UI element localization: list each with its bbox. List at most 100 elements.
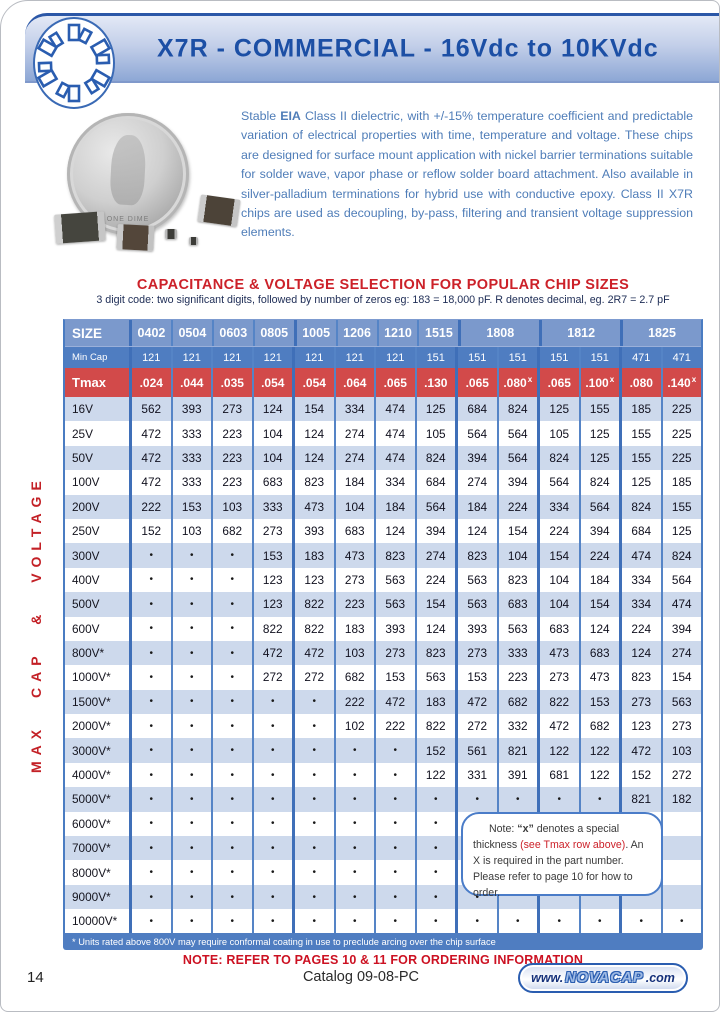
row-label: 3000V* [72,743,111,758]
cap-code-cell: • [333,762,375,788]
cap-code-cell: • [129,762,171,788]
cap-code-cell: • [251,836,293,861]
tmax-cell: .080 [619,368,661,397]
cap-code-cell: 273 [211,397,252,422]
voltage-row-600V: 600V • • • 822 822 183 393 124 393 563 683 124 224 394 [65,616,702,641]
capacitor-chip-image [116,224,155,251]
cap-code-cell: 394 [660,616,702,641]
cap-code-cell: 822 [251,616,293,641]
row-label: 6000V* [72,816,111,831]
cap-code-cell: • [129,860,171,885]
cap-code-cell: • [170,860,212,885]
cap-code-cell: 122 [414,762,456,788]
cap-code-cell: 124 [251,397,293,422]
tmax-row: Tmax .024.044.035.054.054.064.065.130.065… [65,368,701,397]
cap-code-cell: 122 [578,738,620,763]
cap-code-cell: 124 [455,518,497,544]
min-cap-cell: 151 [414,347,456,368]
cap-code-cell: • [170,762,212,788]
cap-code-cell: 823 [496,567,538,593]
cap-code-cell: • [292,811,334,837]
cap-code-cell: • [292,909,334,934]
cap-code-cell: 225 [660,445,702,471]
cap-code-cell: • [374,836,415,861]
tmax-cell: .080 x [496,368,538,397]
voltage-row-16V: 16V 562 393 273 124 154 334 474 125 684 824 125 155 1… [65,397,701,422]
cap-code-cell: 474 [374,445,415,471]
cap-code-cell: 154 [537,543,579,568]
cap-code-cell: 125 [619,470,661,495]
cap-code-cell: • [211,689,252,715]
tmax-cell: .140 x [660,368,702,397]
voltage-row-100V: 100V 472 333 223 683 823 184 334 684 274 394 564 824… [65,470,701,495]
cap-code-cell: 682 [496,689,538,715]
voltage-row-250V: 250V 152 103 682 273 393 683 124 394 124 154 224 394… [65,518,701,544]
cap-code-cell: 125 [414,397,456,422]
cap-code-cell: 563 [660,689,702,715]
col-header-0402: 0402 [129,320,171,346]
cap-code-cell: 155 [619,421,661,446]
cap-code-cell: 472 [251,640,293,666]
cap-code-cell: • [414,909,456,934]
tmax-cell: .065 [374,368,415,397]
cap-code-cell: 473 [578,665,620,690]
cap-code-cell: 333 [496,640,538,666]
cap-code-cell: • [333,787,375,812]
cap-code-cell: • [374,787,415,812]
cap-code-cell: • [129,884,171,910]
cap-code-cell: • [129,567,171,593]
row-label: 600V [72,621,100,636]
cap-code-cell: 334 [333,397,375,422]
cap-code-cell: 823 [619,665,661,690]
cap-code-cell: 224 [496,494,538,519]
cap-code-cell: 153 [455,665,497,690]
min-cap-cell: 121 [292,347,334,368]
cap-code-cell: • [292,836,334,861]
voltage-row-3000V: 3000V* • • • • • • • 152 561 821 122 122 472 103 [65,738,701,763]
cap-code-cell: • [455,787,497,812]
novacap-website-badge[interactable]: www. NOVACAP .com [518,963,688,993]
cap-code-cell: 473 [333,543,375,568]
cap-code-cell: 272 [292,665,334,690]
row-label: 5000V* [72,792,111,807]
cap-code-cell: 474 [660,592,702,617]
cap-code-cell: 102 [333,714,375,739]
cap-code-cell: 562 [129,397,171,422]
cap-code-cell: 824 [660,543,702,568]
cap-code-cell: • [170,738,212,763]
cap-code-cell [660,836,702,861]
cap-code-cell: 183 [333,616,375,641]
min-cap-cell: 151 [496,347,538,368]
cap-code-cell: • [537,787,579,812]
cap-code-cell: 155 [619,445,661,471]
voltage-row-5000V: 5000V* • • • • • • • • • • • • 821 182 [65,787,701,812]
cap-code-cell: 273 [251,518,293,544]
cap-code-cell: 472 [374,689,415,715]
cap-code-cell: 223 [211,470,252,495]
cap-code-cell: • [374,762,415,788]
cap-code-cell: 823 [374,543,415,568]
col-header-0805: 0805 [252,320,294,346]
cap-code-cell: 472 [129,445,171,471]
row-label: 4000V* [72,768,111,783]
special-thickness-note: Note: “x” denotes a special thickness (s… [461,812,663,899]
cap-code-cell: 473 [537,640,579,666]
cap-code-cell: • [333,860,375,885]
cap-code-cell: 223 [211,445,252,471]
cap-code-cell: 564 [496,421,538,446]
min-cap-cell: 121 [129,347,171,368]
cap-code-cell: • [170,811,212,837]
cap-code-cell: 683 [578,640,620,666]
cap-code-cell: 123 [251,592,293,617]
cap-code-cell: 273 [333,567,375,593]
min-cap-cell: 151 [578,347,620,368]
cap-code-cell: 474 [374,421,415,446]
row-label: 1000V* [72,670,111,685]
cap-code-cell: 822 [414,714,456,739]
cap-code-cell: 152 [129,518,171,544]
cap-code-cell: • [537,909,579,934]
cap-code-cell: 472 [619,738,661,763]
header-banner: X7R - COMMERCIAL - 16Vdc to 10KVdc [25,13,719,83]
cap-code-cell: • [170,689,212,715]
